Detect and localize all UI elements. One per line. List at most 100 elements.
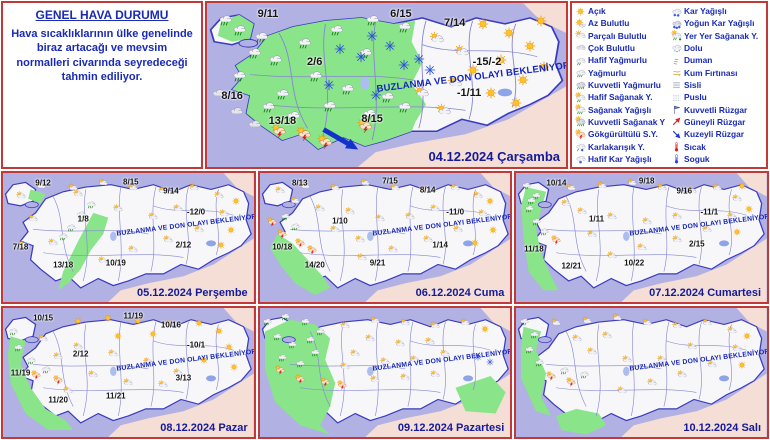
map-date-label: 09.12.2024 Pazartesi <box>397 422 505 434</box>
storm-icon <box>307 245 317 255</box>
snowflake-icon <box>354 50 369 65</box>
partly-icon <box>53 352 63 362</box>
sun-icon <box>148 329 158 339</box>
forecast-map-saturday: 10/14 9/18 9/16 -11/1 1/11 2/15 11/18 12/21 10/2… <box>514 171 770 304</box>
partly-icon <box>370 316 380 326</box>
temperature-label: 9/12 <box>35 178 51 188</box>
partly-icon <box>551 318 561 328</box>
lake-tuz <box>360 77 370 90</box>
partly-icon <box>98 255 108 266</box>
partly-icon <box>581 316 592 326</box>
turkey-map <box>4 173 254 302</box>
smoke-icon <box>671 55 682 66</box>
rain-icon <box>524 344 534 354</box>
sun-icon <box>483 86 498 101</box>
neighbor-countries-area <box>108 238 254 302</box>
temperature-label: 7/14 <box>443 16 466 29</box>
partly-icon <box>400 318 410 328</box>
temperature-label: 11/19 <box>123 311 144 321</box>
lake-tuz <box>623 366 630 377</box>
heavy-shower-icon <box>575 116 586 127</box>
light-rain-icon <box>575 55 586 66</box>
temperature-label: -10/1 <box>186 340 206 350</box>
legend-item: Dolu <box>671 42 765 54</box>
rain-snow-mix-icon <box>575 141 586 152</box>
legend-item: Kuvvetli Yağmurlu <box>575 79 669 91</box>
storm-icon <box>296 126 311 142</box>
rain-area-overlay <box>28 189 46 204</box>
partly-icon <box>606 212 617 222</box>
temperature-label: 6/15 <box>390 8 412 21</box>
rain-icon <box>232 68 247 83</box>
partly-icon <box>671 212 682 222</box>
partly-icon <box>596 181 607 191</box>
partly-icon <box>113 204 123 214</box>
map-date-label: 04.12.2024 Çarşamba <box>428 149 560 164</box>
temperature-label: 11/19 <box>10 368 31 377</box>
temperature-label: 13/18 <box>268 115 297 128</box>
temperature-label: 9/16 <box>676 186 693 196</box>
rain-area-overlay <box>556 408 607 435</box>
neighbor-countries-area <box>621 373 768 437</box>
lake-tuz <box>110 366 117 377</box>
storm-icon <box>337 380 347 390</box>
temperature-label: 8/13 <box>291 178 308 188</box>
lake-van <box>497 88 513 97</box>
legend-item: Çok Bulutlu <box>575 42 669 54</box>
sun-icon <box>229 362 239 372</box>
legend-item: Hafif Yağmurlu <box>575 54 669 66</box>
partly-icon <box>173 367 183 378</box>
temperature-label: -11/1 <box>700 207 719 217</box>
sun-icon <box>113 331 123 341</box>
partly-icon <box>641 217 652 227</box>
partly-icon <box>671 235 682 245</box>
temperature-label: -11/0 <box>446 207 465 217</box>
sun-icon <box>163 318 173 328</box>
sun-icon <box>488 225 498 235</box>
rain-area-overlay <box>521 187 559 291</box>
lake-van <box>206 240 217 247</box>
sun-icon <box>133 316 143 326</box>
partly-icon <box>330 183 340 193</box>
rain-icon <box>268 51 283 66</box>
rain-icon <box>217 12 232 27</box>
temperature-label: 12/21 <box>561 261 582 271</box>
legend-item-label: Hafif Kar Yağışlı <box>588 153 652 164</box>
sun-icon <box>508 96 523 111</box>
partly-icon <box>274 186 285 196</box>
storm-icon <box>267 216 277 227</box>
legend-item: Duman <box>671 54 765 66</box>
partly-icon <box>420 186 430 196</box>
lake-tuz <box>623 231 630 242</box>
temperature-label: 10/15 <box>33 313 54 323</box>
general-outlook-text: Hava sıcaklıklarının ülke genelinde bira… <box>11 28 193 83</box>
partly-icon <box>289 196 300 206</box>
storm-icon <box>277 228 287 239</box>
temperature-label: -12/0 <box>186 207 206 217</box>
partly-icon <box>213 191 224 201</box>
partly-icon <box>35 181 46 191</box>
partly-icon <box>566 183 576 193</box>
partly-icon <box>415 85 430 101</box>
rain-icon <box>310 347 320 357</box>
partly-icon <box>48 237 58 248</box>
partly-icon <box>626 178 637 188</box>
rain-icon <box>579 369 589 379</box>
partly-icon <box>656 183 667 193</box>
sun-icon <box>523 38 538 53</box>
legend-item: Güneyli Rüzgar <box>671 116 765 128</box>
rain-icon <box>275 86 290 101</box>
partly-icon <box>73 341 83 352</box>
sea-of-marmara <box>24 201 39 209</box>
temperature-label: 13/18 <box>53 260 74 270</box>
forecast-map-thursday: 9/12 8/15 9/14 -12/0 1/8 2/12 7/18 13/18 10/19 BU… <box>1 171 256 304</box>
neighbor-countries-area <box>364 373 511 437</box>
rain-icon <box>261 99 276 114</box>
storm-icon <box>566 376 576 387</box>
sun-icon <box>226 225 236 235</box>
partly-icon <box>571 334 582 344</box>
neighbor-countries-area <box>357 86 566 167</box>
partly-icon <box>656 354 667 365</box>
partly-icon <box>390 183 400 193</box>
